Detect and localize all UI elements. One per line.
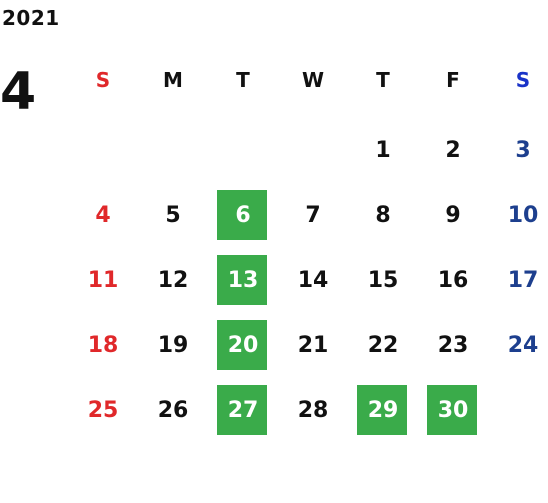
calendar-grid: S M T W T F S 1 2 3 4 5 6 7 8 9 10 11 12… (68, 50, 548, 440)
day-1: 1 (375, 137, 391, 163)
day-13: 13 (208, 250, 278, 310)
weekday-wednesday: W (301, 68, 325, 92)
day-8: 8 (375, 202, 391, 228)
day-20: 20 (208, 315, 278, 375)
day-21: 21 (297, 332, 329, 358)
day-12: 12 (157, 267, 189, 293)
day-4: 4 (95, 202, 111, 228)
day-19: 19 (157, 332, 189, 358)
weekday-tuesday: T (236, 68, 250, 92)
weekday-friday: F (446, 68, 460, 92)
day-17: 17 (507, 267, 539, 293)
day-30: 30 (418, 380, 488, 440)
year-label: 2021 (2, 6, 60, 30)
day-23: 23 (437, 332, 469, 358)
weekday-saturday: S (515, 68, 531, 92)
weekday-sunday: S (95, 68, 111, 92)
day-5: 5 (165, 202, 181, 228)
day-10: 10 (507, 202, 539, 228)
day-7: 7 (305, 202, 321, 228)
weekday-thursday: T (376, 68, 390, 92)
day-24: 24 (507, 332, 539, 358)
day-28: 28 (297, 397, 329, 423)
day-18: 18 (87, 332, 119, 358)
day-15: 15 (367, 267, 399, 293)
day-3: 3 (515, 137, 531, 163)
weekday-monday: M (163, 68, 183, 92)
day-22: 22 (367, 332, 399, 358)
day-29: 29 (348, 380, 418, 440)
day-25: 25 (87, 397, 119, 423)
day-27: 27 (208, 380, 278, 440)
day-11: 11 (87, 267, 119, 293)
day-9: 9 (445, 202, 461, 228)
day-16: 16 (437, 267, 469, 293)
day-26: 26 (157, 397, 189, 423)
day-14: 14 (297, 267, 329, 293)
day-2: 2 (445, 137, 461, 163)
day-6: 6 (208, 185, 278, 245)
month-number: 4 (0, 62, 37, 122)
